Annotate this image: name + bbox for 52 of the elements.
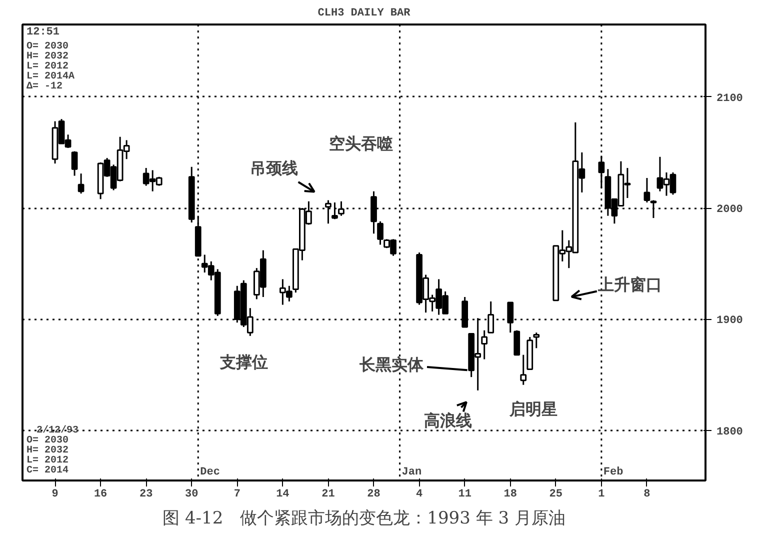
x-tick-label: 7 (234, 488, 240, 500)
x-tick-label: 14 (276, 488, 290, 500)
annotation: 支撑位 (219, 352, 268, 372)
ref-line-label: Feb (603, 466, 624, 478)
annotation: C= 2014 (26, 466, 69, 476)
x-tick-label: 25 (549, 488, 563, 500)
candlestick (325, 199, 332, 224)
annotation: 高浪线 (424, 410, 472, 430)
y-tick-label: 2000 (716, 204, 743, 216)
annotation: H= 2032 (26, 446, 69, 456)
annotation: 吊颈线 (250, 158, 298, 178)
y-tick-label: 1800 (716, 426, 743, 438)
candlestick (332, 202, 338, 220)
annotation: L= 2012 (26, 456, 69, 466)
annotation: 12:51 (26, 26, 60, 38)
annotation: 启明星 (508, 399, 558, 418)
x-tick-label: 8 (644, 488, 651, 500)
candlestick (78, 172, 84, 194)
x-tick-label: 9 (52, 488, 58, 500)
annotation: 上升窗口 (596, 274, 662, 294)
y-tick-label: 2100 (716, 92, 743, 105)
annotation: L= 2012 (26, 62, 69, 72)
x-tick-label: 23 (139, 488, 154, 500)
x-tick-label: 21 (322, 488, 336, 500)
candlestick (507, 302, 514, 334)
chart-title: CLH3 DAILY BAR (318, 8, 411, 20)
y-tick-label: 1900 (716, 315, 743, 328)
x-tick-label: 1 (598, 488, 606, 500)
x-tick-label: 4 (416, 488, 423, 500)
x-tick-label: 11 (458, 488, 472, 500)
x-tick-label: 16 (94, 488, 108, 500)
candlestick (520, 354, 527, 386)
x-tick-label: 28 (367, 488, 381, 500)
annotation: O= 2030 (26, 42, 69, 52)
text: 图 4-12 做个紧跟市场的变色龙：1993 年 3 月原油 (162, 508, 566, 528)
candlestick (488, 300, 494, 334)
x-tick-label: 30 (185, 488, 198, 500)
annotation: H= 2032 (26, 52, 69, 62)
ref-line-label: Dec (200, 466, 220, 478)
annotation: 长黑实体 (358, 354, 424, 374)
candlestick (481, 330, 488, 360)
x-tick-label: 18 (504, 488, 518, 500)
candlestick (71, 150, 78, 177)
candlestick (514, 330, 520, 356)
ref-line-label: Jan (402, 466, 422, 478)
annotation: 空头吞噬 (328, 134, 393, 153)
candlestick (533, 332, 540, 349)
annotation: L= 2014A (26, 72, 75, 82)
candlestick (338, 200, 344, 217)
annotation: 2/12/93 (36, 424, 79, 436)
annotation: O= 2030 (26, 436, 69, 446)
annotation: Δ= -12 (26, 82, 63, 92)
